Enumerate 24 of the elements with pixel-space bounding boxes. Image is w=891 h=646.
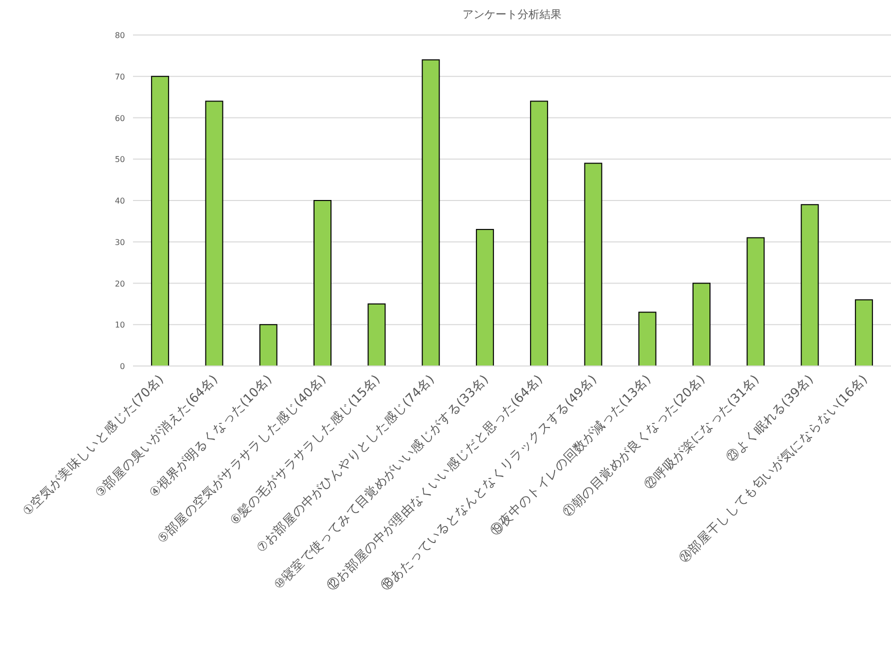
bar [854, 299, 873, 366]
bar [259, 324, 278, 366]
bar [476, 228, 494, 366]
y-tick-label: 70 [114, 72, 125, 82]
bar [368, 303, 386, 366]
bar [151, 76, 170, 366]
y-tick-label: 60 [114, 114, 125, 123]
chart-title: アンケート分析結果 [462, 8, 562, 21]
y-tick-label: 20 [114, 279, 125, 288]
bar [314, 200, 332, 366]
bar [638, 312, 656, 366]
bar [800, 204, 819, 366]
y-tick-label: 80 [114, 31, 125, 40]
bar [422, 59, 440, 366]
y-tick-label: 40 [114, 196, 125, 206]
bar [205, 100, 224, 366]
bar [584, 162, 602, 366]
bar [530, 100, 548, 366]
bar [746, 237, 765, 366]
y-tick-label: 30 [114, 238, 125, 247]
y-tick-label: 50 [114, 155, 125, 164]
y-tick-label: 10 [114, 320, 125, 330]
y-tick-label: 0 [120, 362, 125, 371]
bar [692, 282, 710, 366]
